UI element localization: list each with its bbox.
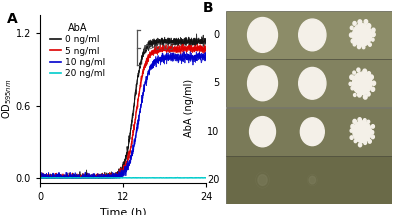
Circle shape bbox=[351, 86, 354, 90]
Text: 10$^6$: 10$^6$ bbox=[303, 0, 322, 3]
Circle shape bbox=[358, 118, 361, 122]
Bar bbox=[226, 59, 392, 108]
Circle shape bbox=[358, 143, 362, 147]
Circle shape bbox=[350, 33, 353, 37]
Circle shape bbox=[354, 94, 356, 97]
Circle shape bbox=[368, 140, 371, 143]
Circle shape bbox=[354, 140, 357, 143]
Circle shape bbox=[371, 125, 374, 128]
Circle shape bbox=[371, 87, 375, 91]
Circle shape bbox=[367, 120, 370, 123]
Circle shape bbox=[350, 26, 353, 29]
Circle shape bbox=[248, 66, 278, 101]
Circle shape bbox=[300, 118, 324, 146]
Circle shape bbox=[353, 71, 356, 74]
Circle shape bbox=[349, 82, 352, 86]
Text: AbA (ng/ml): AbA (ng/ml) bbox=[184, 78, 194, 137]
Circle shape bbox=[352, 72, 372, 95]
Circle shape bbox=[362, 46, 365, 49]
Circle shape bbox=[367, 72, 370, 75]
Circle shape bbox=[364, 20, 368, 24]
Text: p>0.05: p>0.05 bbox=[143, 43, 174, 52]
Bar bbox=[226, 11, 392, 59]
Circle shape bbox=[250, 117, 276, 147]
Circle shape bbox=[372, 28, 375, 32]
Circle shape bbox=[370, 75, 373, 79]
Circle shape bbox=[350, 129, 353, 132]
Text: A: A bbox=[7, 12, 18, 26]
Legend: 0 ng/ml, 5 ng/ml, 10 ng/ml, 20 ng/ml: 0 ng/ml, 5 ng/ml, 10 ng/ml, 20 ng/ml bbox=[48, 21, 107, 80]
Text: B: B bbox=[203, 1, 213, 15]
Circle shape bbox=[350, 136, 353, 139]
Text: 5: 5 bbox=[213, 78, 219, 88]
Bar bbox=[226, 108, 392, 156]
Circle shape bbox=[372, 81, 376, 85]
Circle shape bbox=[372, 32, 375, 37]
Circle shape bbox=[370, 131, 374, 134]
Circle shape bbox=[351, 39, 354, 43]
Bar bbox=[226, 156, 392, 204]
Circle shape bbox=[367, 24, 371, 28]
Circle shape bbox=[358, 45, 360, 49]
Circle shape bbox=[258, 175, 267, 186]
Text: 20: 20 bbox=[207, 175, 219, 185]
Circle shape bbox=[371, 135, 374, 139]
Circle shape bbox=[350, 75, 354, 79]
Circle shape bbox=[352, 24, 372, 46]
Text: 10$^7$: 10$^7$ bbox=[253, 0, 272, 3]
Circle shape bbox=[248, 17, 278, 52]
Circle shape bbox=[363, 95, 367, 99]
Circle shape bbox=[351, 124, 355, 129]
Circle shape bbox=[299, 19, 326, 51]
Text: 10$^5$: 10$^5$ bbox=[353, 0, 371, 3]
Circle shape bbox=[353, 119, 356, 123]
Circle shape bbox=[353, 22, 356, 25]
Circle shape bbox=[358, 20, 362, 24]
Y-axis label: OD$_{595nm}$: OD$_{595nm}$ bbox=[0, 79, 14, 119]
Circle shape bbox=[358, 93, 361, 97]
Circle shape bbox=[357, 68, 360, 72]
Circle shape bbox=[353, 43, 356, 46]
Circle shape bbox=[368, 43, 371, 46]
Circle shape bbox=[309, 176, 316, 184]
X-axis label: Time (h): Time (h) bbox=[100, 207, 146, 215]
Circle shape bbox=[372, 38, 374, 41]
Circle shape bbox=[353, 121, 372, 143]
Circle shape bbox=[363, 69, 367, 74]
Circle shape bbox=[299, 68, 326, 99]
Text: 10: 10 bbox=[207, 127, 219, 137]
Circle shape bbox=[364, 119, 366, 122]
Circle shape bbox=[364, 141, 366, 144]
Circle shape bbox=[367, 92, 370, 96]
Text: 0: 0 bbox=[213, 30, 219, 40]
